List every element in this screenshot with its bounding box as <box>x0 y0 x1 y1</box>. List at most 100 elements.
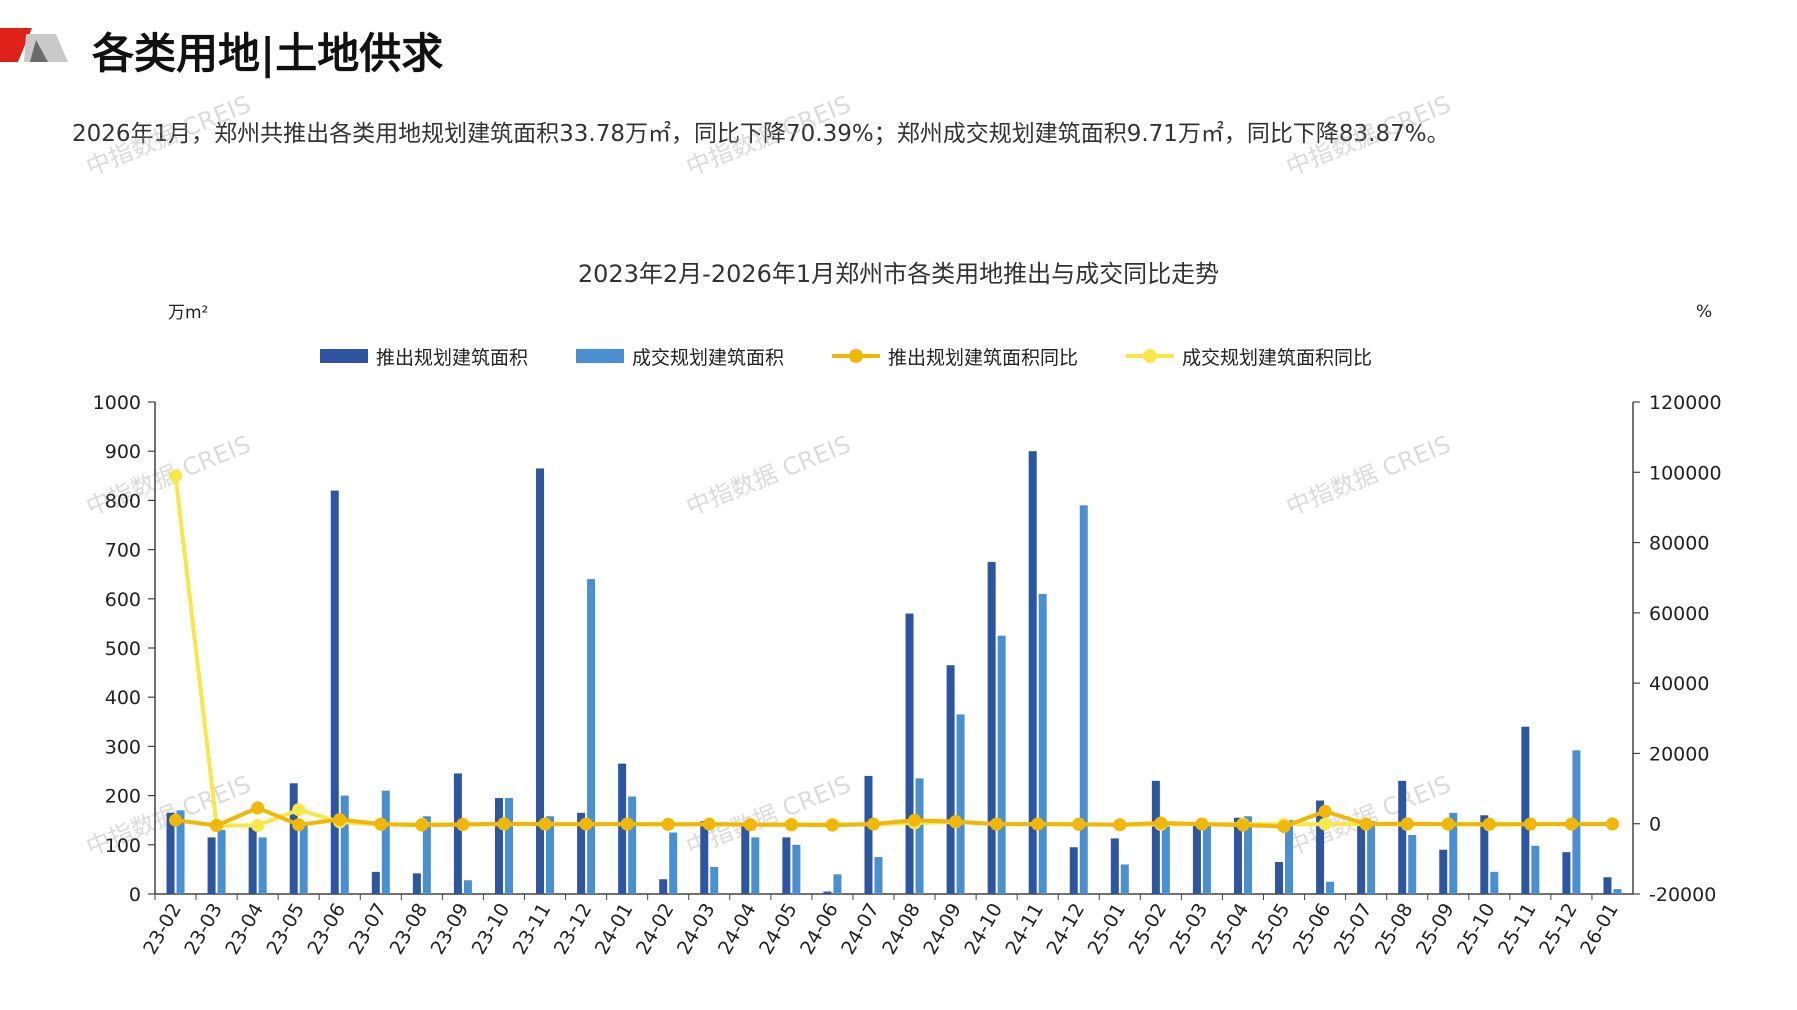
point-supply-yoy <box>1359 817 1373 831</box>
bar-deal <box>1490 871 1499 894</box>
bar-deal <box>751 837 760 894</box>
x-axis-tick-label: 25-09 <box>1412 900 1459 959</box>
bar-deal <box>1326 881 1335 894</box>
x-axis-tick-label: 25-02 <box>1125 900 1172 959</box>
left-axis-tick-label: 100 <box>105 835 141 857</box>
bar-supply <box>1439 849 1448 894</box>
bar-supply <box>166 812 175 894</box>
point-supply-yoy <box>949 815 963 829</box>
x-axis-tick-label: 25-08 <box>1371 900 1418 959</box>
point-supply-yoy <box>1318 804 1332 818</box>
right-axis-tick-label: 100000 <box>1649 462 1722 484</box>
bar-supply <box>1521 726 1530 894</box>
bar-deal <box>1079 505 1088 894</box>
point-supply-yoy <box>1195 817 1209 831</box>
right-axis-tick-label: 80000 <box>1649 533 1709 555</box>
left-axis-tick-label: 1000 <box>93 392 141 414</box>
point-supply-yoy <box>866 817 880 831</box>
left-axis-unit: 万m² <box>168 303 209 323</box>
x-axis-tick-label: 25-11 <box>1494 900 1541 959</box>
bar-supply <box>1192 822 1201 894</box>
bar-supply <box>330 490 339 894</box>
left-axis-tick-label: 900 <box>105 441 141 463</box>
legend-label-deal: 成交规划建筑面积 <box>632 346 785 369</box>
point-supply-yoy <box>497 817 511 831</box>
left-axis-tick-label: 700 <box>105 540 141 562</box>
legend-swatch-deal-yoy <box>1126 349 1175 363</box>
bar-supply <box>1316 800 1325 894</box>
bar-supply <box>618 763 627 894</box>
point-supply-yoy <box>538 817 552 831</box>
legend-item-deal: 成交规划建筑面积 <box>576 343 784 370</box>
x-axis-tick-label: 24-03 <box>673 900 720 959</box>
bar-deal <box>546 816 555 894</box>
x-axis-tick-label: 23-11 <box>509 900 556 959</box>
right-axis-unit: % <box>1696 302 1713 322</box>
bar-deal <box>628 796 637 894</box>
bar-supply <box>1357 820 1366 894</box>
bar-deal <box>504 798 513 894</box>
x-axis-tick-label: 25-05 <box>1248 900 1295 959</box>
point-supply-yoy <box>1277 820 1291 834</box>
right-axis-tick-label: 40000 <box>1649 673 1709 695</box>
bar-supply <box>494 798 503 894</box>
bar-deal <box>710 866 719 894</box>
x-axis-tick-label: 23-03 <box>180 900 227 959</box>
bar-deal <box>422 816 431 894</box>
point-supply-yoy <box>620 817 634 831</box>
point-supply-yoy <box>1113 818 1127 832</box>
bar-supply <box>946 665 955 894</box>
point-supply-yoy <box>210 818 224 832</box>
left-axis-tick-label: 600 <box>105 589 141 611</box>
point-supply-yoy <box>1523 817 1537 831</box>
bar-supply <box>412 873 421 894</box>
point-supply-yoy <box>1072 817 1086 831</box>
legend-label-deal-yoy: 成交规划建筑面积同比 <box>1182 346 1373 369</box>
x-axis-tick-label: 24-07 <box>837 900 884 959</box>
line-supply-yoy <box>175 805 1613 829</box>
x-axis-tick-label: 24-02 <box>632 900 679 959</box>
point-supply-yoy <box>1441 817 1455 831</box>
page-title: 各类用地|土地供求 <box>92 29 444 78</box>
bar-supply <box>577 812 586 894</box>
point-supply-yoy <box>784 818 798 832</box>
bar-supply <box>700 821 709 894</box>
x-axis-tick-label: 24-08 <box>878 900 925 959</box>
bar-deal <box>176 810 185 894</box>
x-axis-tick-label: 25-12 <box>1535 900 1582 959</box>
bar-supply <box>1151 780 1160 894</box>
bar-deal <box>833 874 842 894</box>
point-supply-yoy <box>1400 817 1414 831</box>
bar-supply <box>1562 852 1571 894</box>
bar-supply <box>1028 451 1037 894</box>
chart-legend: 推出规划建筑面积 成交规划建筑面积 推出规划建筑面积同比 成交规划建筑面积同比 <box>320 342 1372 370</box>
point-supply-yoy <box>1031 817 1045 831</box>
left-axis-tick-label: 200 <box>105 786 141 808</box>
bar-supply <box>659 879 668 894</box>
bar-deal <box>1285 820 1294 894</box>
legend-swatch-supply-yoy <box>832 349 881 363</box>
bar-deal <box>1038 593 1047 894</box>
right-axis-tick-label: -20000 <box>1649 884 1716 906</box>
x-axis-tick-label: 25-10 <box>1453 900 1500 959</box>
bar-deal <box>1367 821 1376 894</box>
bar-supply <box>1069 847 1078 894</box>
point-supply-yoy <box>825 818 839 832</box>
legend-item-deal-yoy: 成交规划建筑面积同比 <box>1126 343 1372 370</box>
x-axis-tick-label: 25-06 <box>1289 900 1336 959</box>
x-axis-tick-label: 23-06 <box>303 900 350 959</box>
bar-deal <box>1408 834 1417 894</box>
bar-deal <box>997 635 1006 894</box>
x-axis-tick-label: 24-04 <box>714 900 761 959</box>
bar-supply <box>905 613 914 894</box>
bar-deal <box>915 778 924 894</box>
legend-item-supply-yoy: 推出规划建筑面积同比 <box>832 343 1078 370</box>
point-supply-yoy <box>1605 817 1619 831</box>
line-deal-yoy <box>173 475 1613 828</box>
x-axis-tick-label: 23-12 <box>550 900 597 959</box>
bar-supply <box>864 775 873 894</box>
bar-supply <box>987 561 996 894</box>
x-axis-tick-label: 23-02 <box>139 900 186 959</box>
left-axis-tick-label: 0 <box>129 884 141 906</box>
bar-deal <box>1202 822 1211 894</box>
